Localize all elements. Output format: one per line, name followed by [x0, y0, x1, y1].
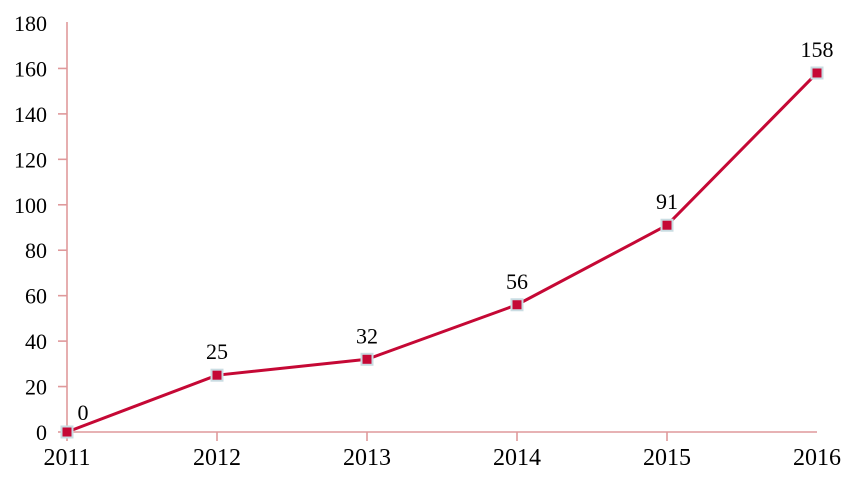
- y-axis-tick-label: 20: [25, 375, 47, 400]
- x-axis-tick-label: 2014: [493, 445, 541, 471]
- data-point-marker: [810, 66, 824, 80]
- data-point-label: 0: [78, 400, 89, 425]
- y-axis-tick-label: 140: [14, 102, 47, 127]
- y-axis-tick-label: 40: [25, 329, 47, 354]
- x-axis-tick-label: 2016: [793, 445, 841, 471]
- y-axis-tick-label: 60: [25, 284, 47, 309]
- y-axis-tick-label: 80: [25, 238, 47, 263]
- data-point-marker: [210, 368, 224, 382]
- x-axis-tick-label: 2015: [643, 445, 691, 471]
- y-axis-tick-label: 160: [14, 56, 47, 81]
- series-line: [66, 71, 819, 434]
- y-axis-tick-label: 100: [14, 193, 47, 218]
- data-point-label: 56: [506, 269, 528, 294]
- data-point-marker: [660, 218, 674, 232]
- data-point-label: 91: [656, 189, 678, 214]
- y-axis-tick-label: 0: [36, 420, 47, 445]
- data-point-label: 32: [356, 323, 378, 348]
- data-point-label: 25: [206, 339, 228, 364]
- data-point-marker: [360, 352, 374, 366]
- x-axis-tick-label: 2012: [193, 445, 241, 471]
- y-axis-tick-label: 180: [14, 11, 47, 36]
- x-axis-tick-label: 2013: [343, 445, 391, 471]
- x-axis-tick-label: 2011: [43, 445, 90, 471]
- data-point-marker: [510, 298, 524, 312]
- data-point-label: 158: [801, 37, 834, 62]
- data-point-marker: [60, 425, 74, 439]
- y-axis-tick-label: 120: [14, 147, 47, 172]
